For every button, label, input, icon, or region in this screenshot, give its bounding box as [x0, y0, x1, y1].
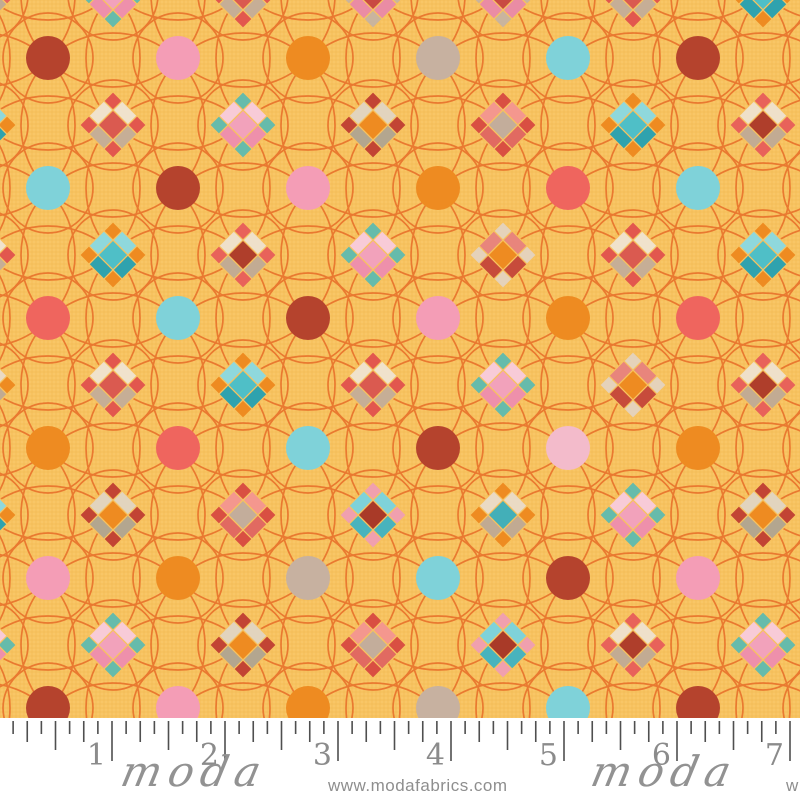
- quilt-diamond: [210, 92, 276, 158]
- quilt-diamond: [470, 612, 536, 678]
- quilt-diamond: [340, 0, 406, 28]
- quilt-diamond: [600, 612, 666, 678]
- quilt-diamond: [730, 92, 796, 158]
- quilt-diamond: [210, 612, 276, 678]
- moda-logo: moda: [118, 751, 272, 793]
- quilt-diamond: [470, 92, 536, 158]
- pattern-dot: [286, 36, 330, 80]
- quilt-diamond: [600, 482, 666, 548]
- quilt-diamond: [80, 482, 146, 548]
- website-url: www.modafabrics.com: [328, 776, 508, 796]
- quilt-diamond: [340, 612, 406, 678]
- pattern-dot: [546, 426, 590, 470]
- pattern-dot: [546, 36, 590, 80]
- inch-label: 1: [87, 738, 106, 773]
- fabric-area: [0, 0, 800, 720]
- quilt-diamond: [730, 482, 796, 548]
- quilt-diamond: [470, 352, 536, 418]
- pattern-dot: [416, 166, 460, 210]
- quilt-diamond: [80, 92, 146, 158]
- pattern-dot: [286, 556, 330, 600]
- quilt-diamond: [80, 612, 146, 678]
- quilt-diamond: [210, 0, 276, 28]
- pattern-dot: [156, 296, 200, 340]
- pattern-dot: [416, 296, 460, 340]
- inch-ruler: 1234567 moda www.modafabrics.com moda w: [0, 718, 800, 800]
- quilt-diamond: [730, 222, 796, 288]
- pattern-dot: [156, 166, 200, 210]
- pattern-dot: [676, 556, 720, 600]
- quilt-diamond: [80, 222, 146, 288]
- quilt-diamond: [210, 352, 276, 418]
- pattern-dot: [286, 426, 330, 470]
- quilt-diamond: [210, 482, 276, 548]
- pattern-dot: [676, 296, 720, 340]
- pattern-dot: [416, 556, 460, 600]
- quilt-diamond: [600, 352, 666, 418]
- quilt-diamond: [470, 0, 536, 28]
- quilt-diamond: [600, 222, 666, 288]
- pattern-dot: [26, 296, 70, 340]
- pattern-dot: [416, 426, 460, 470]
- pattern-dot: [546, 556, 590, 600]
- pattern-dot: [26, 426, 70, 470]
- quilt-diamond: [340, 222, 406, 288]
- quilt-diamond: [340, 92, 406, 158]
- pattern-dot: [26, 166, 70, 210]
- pattern-dot: [156, 556, 200, 600]
- pattern-dot: [26, 36, 70, 80]
- pattern-dot: [546, 166, 590, 210]
- pattern-dot: [286, 296, 330, 340]
- pattern-dot: [156, 36, 200, 80]
- quilt-diamond: [340, 352, 406, 418]
- pattern-dot: [156, 426, 200, 470]
- inch-label: 3: [313, 738, 332, 773]
- pattern-dot: [546, 296, 590, 340]
- quilt-diamond: [730, 612, 796, 678]
- inch-label: 4: [426, 738, 445, 773]
- pattern-dot: [416, 36, 460, 80]
- quilt-diamond: [210, 222, 276, 288]
- pattern-dot: [676, 166, 720, 210]
- website-url-partial: w: [786, 776, 799, 796]
- quilt-diamond: [730, 352, 796, 418]
- quilt-diamond: [340, 482, 406, 548]
- circle-lattice-pattern: [0, 0, 800, 718]
- inch-label: 5: [539, 738, 558, 773]
- fabric-swatch-photo: 1234567 moda www.modafabrics.com moda w: [0, 0, 800, 800]
- quilt-diamond: [470, 222, 536, 288]
- pattern-dot: [26, 556, 70, 600]
- pattern-dot: [676, 426, 720, 470]
- quilt-diamond: [470, 482, 536, 548]
- moda-logo: moda: [588, 751, 742, 793]
- pattern-dot: [286, 166, 330, 210]
- pattern-dot: [676, 36, 720, 80]
- quilt-diamond: [80, 352, 146, 418]
- quilt-diamond: [600, 0, 666, 28]
- quilt-diamond: [80, 0, 146, 28]
- quilt-diamond: [600, 92, 666, 158]
- quilt-diamond: [730, 0, 796, 28]
- inch-label: 7: [765, 738, 784, 773]
